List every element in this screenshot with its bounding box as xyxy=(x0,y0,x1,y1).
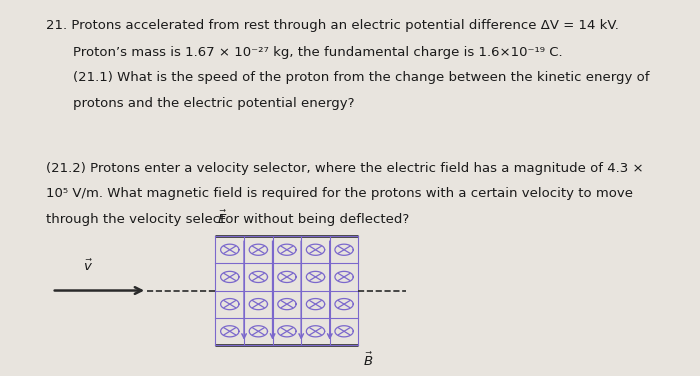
Text: $\vec{E}$: $\vec{E}$ xyxy=(217,210,227,227)
Text: 10⁵ V/m. What magnetic field is required for the protons with a certain velocity: 10⁵ V/m. What magnetic field is required… xyxy=(46,187,633,200)
Text: $\vec{v}$: $\vec{v}$ xyxy=(83,259,92,274)
Text: 21. Protons accelerated from rest through an electric potential difference ΔV = : 21. Protons accelerated from rest throug… xyxy=(46,19,619,32)
Text: protons and the electric potential energy?: protons and the electric potential energ… xyxy=(73,97,354,109)
Text: (21.1) What is the speed of the proton from the change between the kinetic energ: (21.1) What is the speed of the proton f… xyxy=(73,71,649,84)
Text: $\vec{B}$: $\vec{B}$ xyxy=(363,352,373,369)
Text: through the velocity selector without being deflected?: through the velocity selector without be… xyxy=(46,212,409,226)
Text: (21.2) Protons enter a velocity selector, where the electric field has a magnitu: (21.2) Protons enter a velocity selector… xyxy=(46,162,643,175)
Text: Proton’s mass is 1.67 × 10⁻²⁷ kg, the fundamental charge is 1.6×10⁻¹⁹ C.: Proton’s mass is 1.67 × 10⁻²⁷ kg, the fu… xyxy=(73,46,562,59)
